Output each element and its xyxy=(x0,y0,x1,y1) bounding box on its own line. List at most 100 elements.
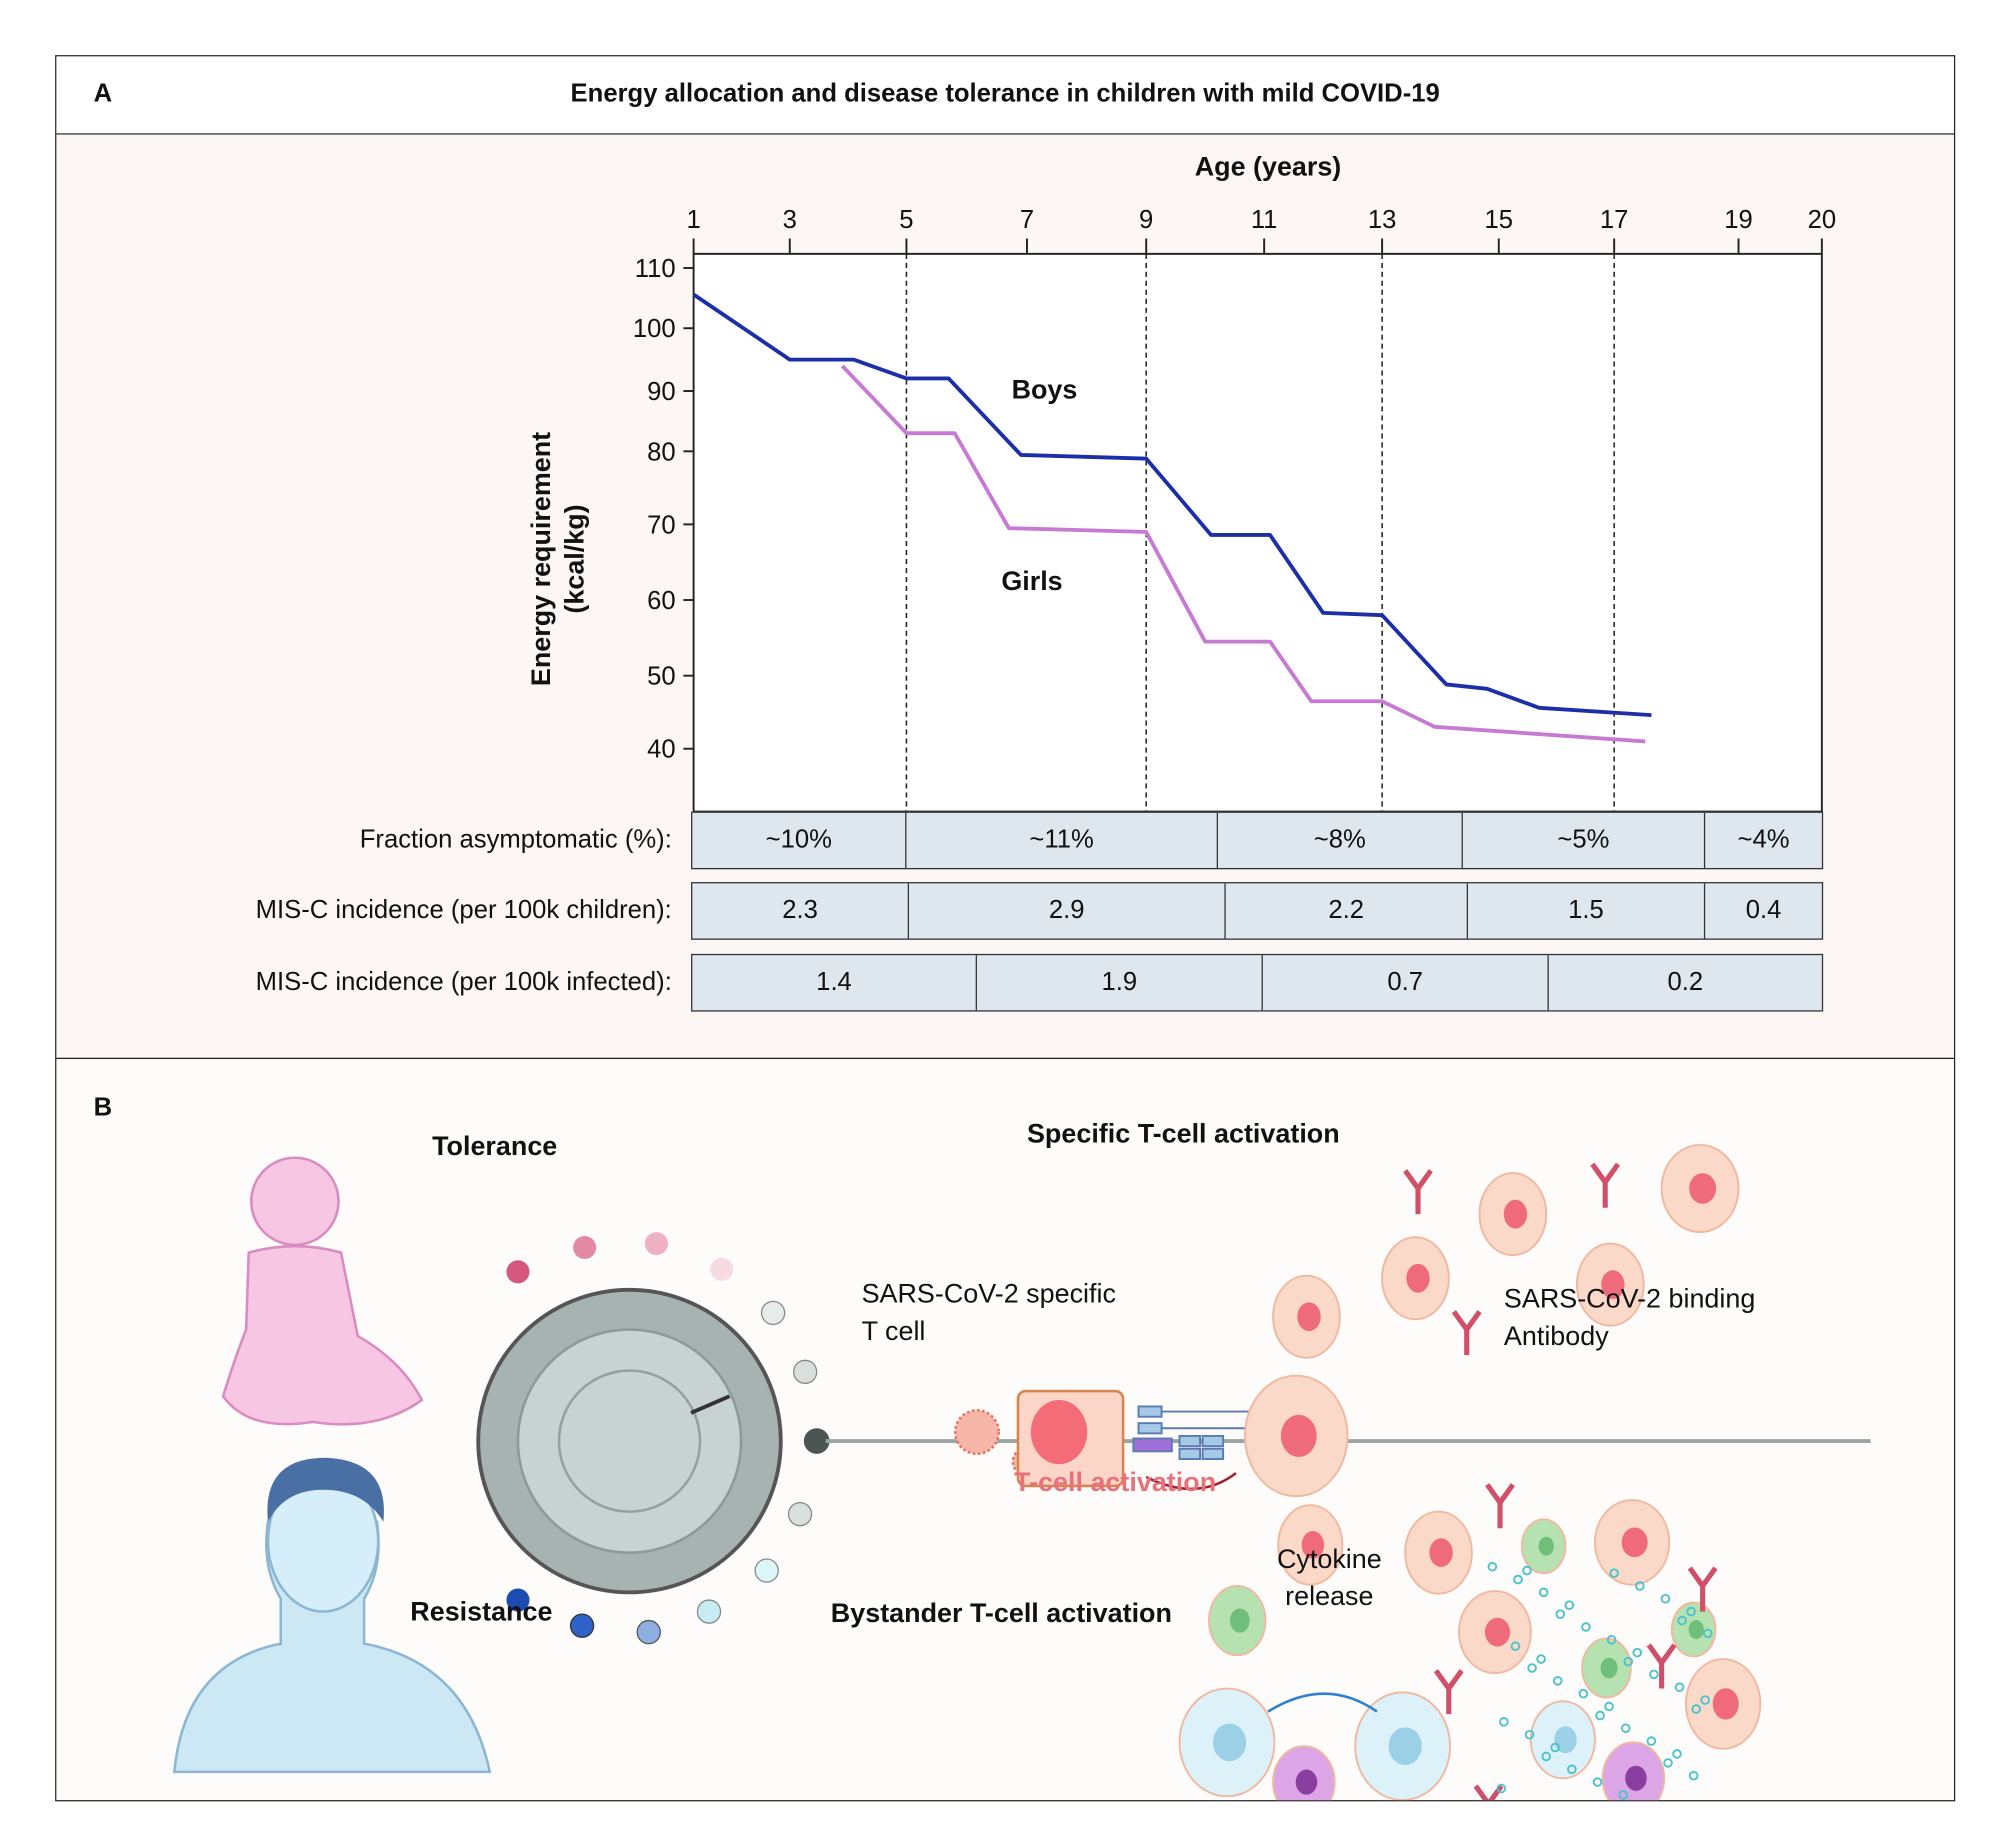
y-axis-label: Energy requirement (kcal/kg) xyxy=(526,432,589,686)
cytokine-dot xyxy=(1541,1751,1552,1762)
x-tick-label: 3 xyxy=(783,206,797,234)
cytokine-dot xyxy=(1592,1777,1603,1787)
cytokine-dot xyxy=(1634,1581,1645,1591)
y-tick-label: 70 xyxy=(647,511,676,539)
tcell-activation-label: T-cell activation xyxy=(1014,1468,1217,1498)
cytokine-arrow-icon xyxy=(1267,1692,1378,1713)
cytokine-dot xyxy=(1567,1764,1577,1775)
antibody-shape xyxy=(1485,1483,1515,1529)
cytokine-dot xyxy=(1688,1770,1699,1781)
cytokine-dot xyxy=(1660,1593,1671,1604)
x-tick-label: 20 xyxy=(1808,206,1837,234)
y-axis-label-line2: (kcal/kg) xyxy=(559,504,589,613)
activation-arrow-icon xyxy=(1145,1472,1237,1491)
x-tick-label: 7 xyxy=(1020,206,1034,234)
cytokine-dot xyxy=(1555,1609,1566,1619)
table-cell: ~4% xyxy=(1737,825,1790,854)
table-cell: 0.2 xyxy=(1667,967,1704,997)
cytokine-dot xyxy=(1606,1634,1617,1645)
cytokine-dot xyxy=(1674,1682,1685,1693)
t-cell-icon-nucleus xyxy=(1301,1531,1325,1559)
cytokine-label: Cytokine release xyxy=(1277,1541,1382,1615)
y-tick-label: 90 xyxy=(647,378,676,406)
cytokine-dot xyxy=(1623,1656,1634,1667)
antigen-presenting-cell xyxy=(1016,1389,1125,1488)
t-cell-icon-nucleus xyxy=(1601,1270,1625,1300)
y-tick-label: 100 xyxy=(633,315,676,343)
cytokine-dot xyxy=(1691,1704,1702,1714)
series-label-boys: Boys xyxy=(1012,375,1078,405)
tcell-label-line1: SARS-CoV-2 specific xyxy=(861,1279,1116,1310)
series-line-girls xyxy=(840,364,1646,744)
t-cell-icon-nucleus xyxy=(1297,1302,1321,1332)
x-tick-label: 9 xyxy=(1139,206,1153,234)
energy-chart: Age (years) Energy requirement (kcal/kg)… xyxy=(526,152,1837,813)
cytokine-dot xyxy=(1620,1723,1631,1734)
x-tick-label: 17 xyxy=(1600,206,1629,234)
adult-illustration xyxy=(172,1457,492,1774)
cytokine-dot xyxy=(1564,1600,1575,1610)
table-cell: 2.3 xyxy=(692,883,910,939)
cytokine-label-line1: Cytokine xyxy=(1276,1544,1382,1575)
table-cell: 0.7 xyxy=(1263,955,1549,1011)
t-cell-icon-nucleus xyxy=(1280,1414,1317,1458)
tolerance-resistance-dial xyxy=(476,1232,830,1645)
table-cell: 2.2 xyxy=(1226,883,1469,939)
cytokine-dot xyxy=(1550,1742,1560,1753)
antibody-icon xyxy=(1485,1483,1515,1529)
cytokine-dot xyxy=(1646,1736,1657,1746)
macrophage-icon-nucleus xyxy=(1625,1765,1647,1791)
baby-illustration xyxy=(221,1156,424,1426)
x-tick-label: 19 xyxy=(1724,206,1753,234)
antibody-shape xyxy=(1473,1784,1504,1801)
x-tick-label: 1 xyxy=(686,206,700,234)
table-cell: ~5% xyxy=(1463,812,1706,868)
antibody-shape xyxy=(1590,1162,1621,1208)
panel-a-header: A Energy allocation and disease toleranc… xyxy=(56,56,1954,135)
series-line-boys xyxy=(692,292,1652,718)
antibody-icon xyxy=(1590,1162,1621,1208)
resistance-label: Resistance xyxy=(410,1597,553,1627)
y-tick-label: 110 xyxy=(635,255,676,283)
bystander-t-cell-icon-nucleus xyxy=(1388,1727,1422,1766)
table-misc-children: 2.3 2.9 2.2 1.5 0.4 xyxy=(691,882,1824,940)
cytokine-dot xyxy=(1595,1710,1605,1721)
t-cell-icon-nucleus xyxy=(1689,1173,1717,1204)
antibody-icon xyxy=(1473,1784,1504,1801)
cytokine-dot xyxy=(1522,1565,1532,1576)
panel-a-letter: A xyxy=(93,79,113,108)
cytokine-dot xyxy=(1686,1606,1696,1617)
cytokine-dot xyxy=(1499,1717,1509,1727)
y-axis-label-line1: Energy requirement xyxy=(526,432,556,686)
cytokine-dot xyxy=(1581,1622,1591,1632)
cytokine-dot xyxy=(1496,1783,1507,1794)
t-cell-icon-nucleus xyxy=(1406,1263,1430,1293)
macrophage-icon-nucleus xyxy=(1295,1769,1318,1795)
antibody-icon xyxy=(1687,1566,1718,1612)
figure-frame: A Energy allocation and disease toleranc… xyxy=(55,55,1956,1802)
antibody-icon xyxy=(1433,1669,1464,1715)
cytokine-dot xyxy=(1632,1647,1643,1658)
panel-a: Age (years) Energy requirement (kcal/kg)… xyxy=(56,134,1954,1060)
table-cell: 1.5 xyxy=(1468,883,1706,939)
tolerance-label: Tolerance xyxy=(432,1132,558,1162)
cytokine-dot xyxy=(1538,1587,1549,1598)
table-cell: ~11% xyxy=(906,812,1218,868)
cytokine-dot xyxy=(1618,1790,1628,1800)
antibody-label-line2: Antibody xyxy=(1503,1321,1609,1352)
cytokine-cell-icon-nucleus xyxy=(1688,1620,1704,1639)
cytokine-dot xyxy=(1702,1628,1713,1639)
antibody-shape xyxy=(1403,1169,1433,1215)
t-cell-icon-nucleus xyxy=(1484,1617,1511,1647)
immune-illustration xyxy=(172,1143,1871,1801)
tcell-label-line2: T cell xyxy=(861,1316,926,1347)
cytokine-dot xyxy=(1552,1676,1563,1686)
cytokine-dot xyxy=(1536,1654,1546,1664)
cytokine-dot xyxy=(1524,1729,1535,1740)
cytokine-label-line2: release xyxy=(1285,1582,1374,1612)
x-tick-label: 13 xyxy=(1368,206,1397,234)
cytokine-dot xyxy=(1604,1701,1614,1712)
antibody-label: SARS-CoV-2 binding Antibody xyxy=(1504,1281,1755,1355)
x-tick-label: 5 xyxy=(899,206,913,234)
table-cell: ~10% xyxy=(692,812,907,868)
